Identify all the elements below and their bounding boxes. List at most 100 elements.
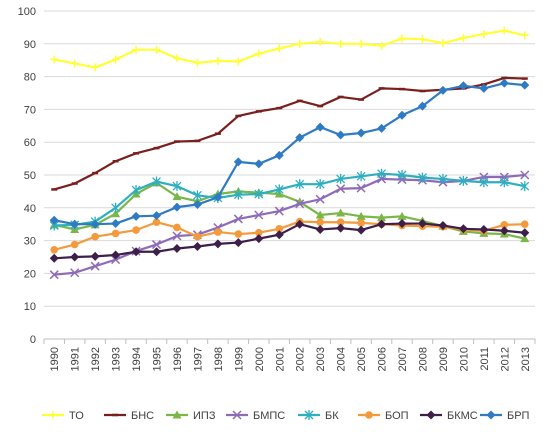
data-point xyxy=(377,168,387,179)
series-line xyxy=(53,220,525,251)
data-point xyxy=(315,179,325,190)
x-tick-label: 2002 xyxy=(295,347,307,371)
legend-label: БОП xyxy=(385,410,409,422)
y-tick-label: 20 xyxy=(24,268,36,280)
data-point xyxy=(90,219,100,229)
data-point xyxy=(172,181,182,192)
x-tick-label: 1990 xyxy=(49,347,61,371)
data-point xyxy=(499,177,509,188)
data-point xyxy=(499,78,509,88)
data-point xyxy=(377,123,387,133)
data-point xyxy=(254,234,264,244)
data-point xyxy=(111,55,120,64)
data-point xyxy=(233,214,243,224)
data-point xyxy=(275,44,284,53)
series-ТО xyxy=(50,26,529,72)
data-point xyxy=(459,33,468,42)
legend-label: БНС xyxy=(131,410,154,422)
data-point xyxy=(111,209,121,218)
y-tick-label: 70 xyxy=(24,104,36,116)
y-tick-label: 50 xyxy=(24,170,36,182)
data-point xyxy=(458,175,468,186)
data-point xyxy=(295,199,305,209)
data-point xyxy=(499,226,509,236)
x-tick-label: 2005 xyxy=(356,347,368,371)
data-point xyxy=(151,240,162,250)
data-point xyxy=(152,218,161,227)
data-point xyxy=(91,63,100,72)
data-point xyxy=(91,232,99,241)
series-line xyxy=(53,76,525,191)
data-point xyxy=(49,270,59,280)
data-point xyxy=(336,173,346,184)
data-point xyxy=(111,255,121,265)
x-tick-label: 2007 xyxy=(397,347,409,371)
data-point xyxy=(438,39,447,48)
data-point xyxy=(357,39,366,48)
y-tick-label: 100 xyxy=(18,6,36,18)
data-point xyxy=(254,210,264,220)
series-БКМС xyxy=(49,219,530,263)
data-point xyxy=(254,49,263,58)
data-point xyxy=(397,110,407,120)
data-point xyxy=(234,57,243,66)
data-point xyxy=(213,56,222,65)
data-point xyxy=(438,173,448,184)
legend-item: БК xyxy=(298,410,339,422)
data-point xyxy=(214,228,222,236)
legend-item: БМПС xyxy=(226,410,285,422)
data-point xyxy=(274,206,284,216)
data-point xyxy=(132,45,141,54)
data-point xyxy=(486,410,496,420)
data-point xyxy=(520,234,530,243)
data-point xyxy=(520,181,530,192)
data-point xyxy=(520,31,529,40)
data-point xyxy=(458,81,468,91)
data-point xyxy=(356,128,366,138)
y-tick-label: 10 xyxy=(24,301,36,313)
data-point xyxy=(356,225,366,235)
data-point xyxy=(193,58,202,67)
series-БРП xyxy=(49,78,530,229)
x-tick-label: 2009 xyxy=(438,347,450,371)
data-point xyxy=(111,250,121,260)
data-point xyxy=(233,157,243,167)
data-point xyxy=(274,150,284,160)
data-point xyxy=(295,219,305,229)
x-tick-label: 2013 xyxy=(520,347,532,371)
data-point xyxy=(172,243,182,253)
data-point xyxy=(336,208,346,217)
data-point xyxy=(192,200,202,210)
x-tick-label: 2006 xyxy=(377,347,389,371)
y-tick-label: 40 xyxy=(24,203,36,215)
legend-label: БКМС xyxy=(447,410,478,422)
data-point xyxy=(336,39,345,48)
data-point xyxy=(438,221,448,231)
data-point xyxy=(90,261,100,271)
data-point xyxy=(336,184,346,194)
legend-item: БОП xyxy=(358,410,409,422)
x-tick-label: 1993 xyxy=(111,347,123,371)
data-point xyxy=(356,211,366,220)
data-point xyxy=(365,411,373,419)
data-point xyxy=(304,410,314,420)
data-point xyxy=(500,221,509,229)
legend-item: БНС xyxy=(104,410,154,422)
data-point xyxy=(172,202,182,212)
data-point xyxy=(520,228,530,238)
data-point xyxy=(173,223,181,232)
data-point xyxy=(111,229,120,238)
legend-item: БРП xyxy=(480,410,530,422)
data-point xyxy=(479,224,489,234)
x-tick-label: 2012 xyxy=(499,347,511,371)
y-tick-label: 30 xyxy=(24,236,36,248)
data-point xyxy=(152,211,162,221)
x-tick-label: 1995 xyxy=(152,347,164,371)
data-point xyxy=(232,410,242,420)
data-point xyxy=(275,224,284,233)
data-point xyxy=(172,54,181,63)
data-point xyxy=(417,101,427,111)
data-point xyxy=(274,184,284,195)
legend-label: БМПС xyxy=(253,410,285,422)
x-tick-label: 1998 xyxy=(213,347,225,371)
